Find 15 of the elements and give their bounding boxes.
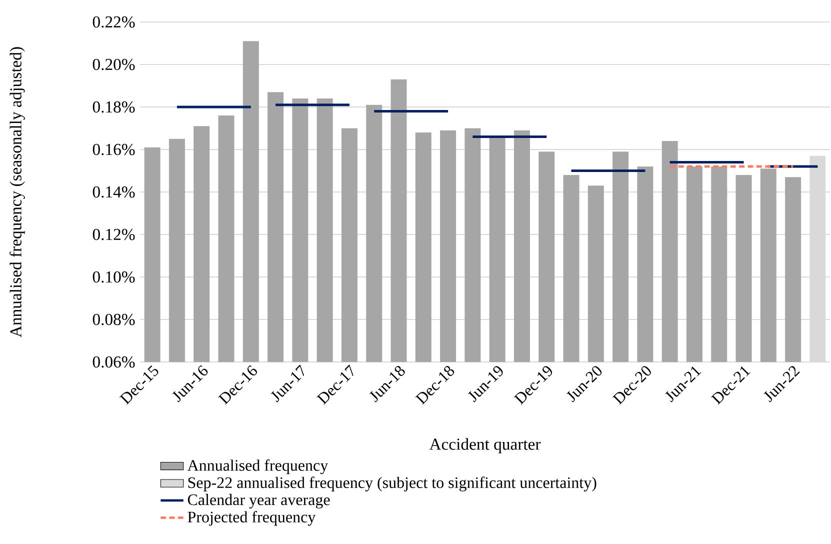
y-tick-label: 0.06% [92,356,135,368]
y-tick-label: 0.12% [92,228,135,240]
y-tick-label: 0.16% [92,144,135,156]
y-tick-label: 0.14% [92,186,135,198]
legend-label: Annualised frequency [187,459,328,474]
x-axis-title: Accident quarter [429,438,541,454]
y-tick-label: 0.18% [92,101,135,113]
y-tick-label: 0.10% [92,271,135,283]
legend-label: Calendar year average [188,494,330,508]
y-tick-label: 0.08% [92,314,135,326]
y-tick-label: 0.20% [92,58,135,70]
legend-label: Sep-22 annualised frequency (subject to significant uncertainty) [188,476,596,492]
legend-label: Projected frequency [188,511,316,526]
y-tick-label: 0.22% [92,16,135,28]
y-axis-title: Annualised frequency (seasonally adjusted) [10,47,25,338]
